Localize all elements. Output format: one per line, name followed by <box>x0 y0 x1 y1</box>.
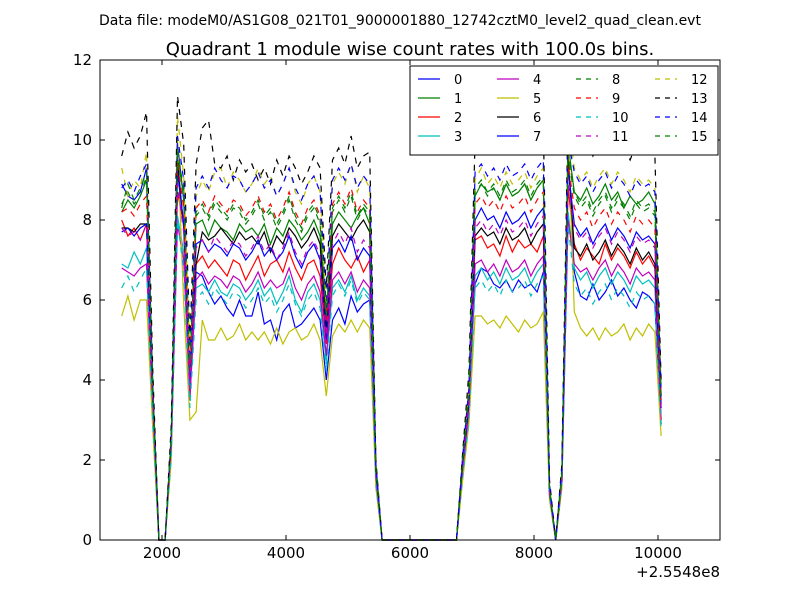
series-line-8 <box>121 151 662 541</box>
x-tick-label: 10000 <box>634 544 682 562</box>
y-tick-label: 2 <box>82 451 92 469</box>
legend-label-13: 13 <box>691 92 708 107</box>
legend-label-12: 12 <box>691 73 708 88</box>
y-tick-label: 10 <box>73 131 92 149</box>
legend-label-3: 3 <box>454 130 462 145</box>
legend-label-14: 14 <box>691 111 708 126</box>
y-tick-label: 4 <box>82 371 92 389</box>
x-tick-label: 6000 <box>391 544 429 562</box>
legend-label-15: 15 <box>691 130 708 145</box>
x-tick-label: 2000 <box>143 544 181 562</box>
legend-label-11: 11 <box>612 130 629 145</box>
series-line-15 <box>121 147 662 541</box>
legend-box <box>409 65 719 156</box>
chart-title: Quadrant 1 module wise count rates with … <box>166 39 655 60</box>
legend-label-0: 0 <box>454 73 462 88</box>
legend-label-5: 5 <box>533 92 541 107</box>
legend-label-4: 4 <box>533 73 541 88</box>
legend-label-8: 8 <box>612 73 620 88</box>
x-tick-label: 4000 <box>267 544 305 562</box>
y-tick-label: 8 <box>82 211 92 229</box>
y-tick-label: 12 <box>73 51 92 69</box>
y-tick-label: 6 <box>82 291 92 309</box>
legend-label-9: 9 <box>612 92 620 107</box>
plot-frame <box>99 59 721 541</box>
figure-suptitle: Data file: modeM0/AS1G08_021T01_90000018… <box>99 13 701 29</box>
legend-label-2: 2 <box>454 111 462 126</box>
y-tick-label: 0 <box>82 531 92 549</box>
legend-label-10: 10 <box>612 111 629 126</box>
x-offset-label: +2.5548e8 <box>636 563 720 581</box>
x-tick-label: 8000 <box>515 544 553 562</box>
legend-label-7: 7 <box>533 130 541 145</box>
legend-label-6: 6 <box>533 111 541 126</box>
legend-label-1: 1 <box>454 92 462 107</box>
